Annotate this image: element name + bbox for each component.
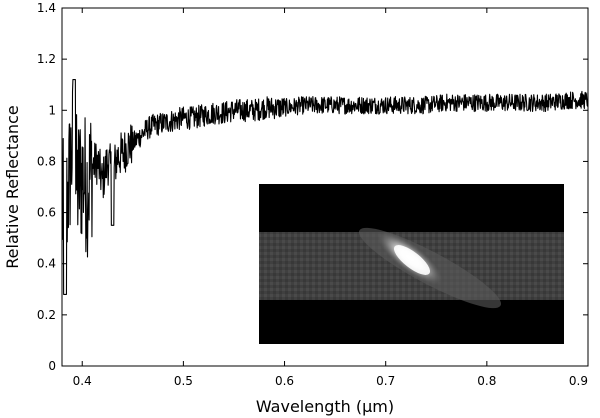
y-tick-label: 0	[48, 359, 56, 373]
x-tick-label: 0.8	[477, 374, 496, 388]
spectrum-series-line	[62, 79, 588, 295]
y-tick-label: 1.4	[37, 1, 56, 15]
x-tick-label: 0.6	[275, 374, 294, 388]
y-axis: 0 0.2 0.4 0.6 0.8 1 1.2 1.4	[37, 1, 588, 373]
x-tick-label: 0.9	[569, 374, 588, 388]
y-tick-label: 0.8	[37, 154, 56, 168]
y-tick-label: 1	[48, 103, 56, 117]
x-tick-label: 0.7	[376, 374, 395, 388]
x-axis: 0.4 0.5 0.6 0.7 0.8 0.9	[73, 8, 589, 388]
y-tick-label: 0.6	[37, 206, 56, 220]
x-tick-label: 0.5	[174, 374, 193, 388]
y-axis-title: Relative Reflectance	[3, 105, 22, 268]
x-tick-label: 0.4	[73, 374, 92, 388]
inset-ccd-image	[259, 184, 564, 344]
y-tick-label: 1.2	[37, 52, 56, 66]
y-tick-label: 0.2	[37, 308, 56, 322]
x-axis-title: Wavelength (µm)	[256, 397, 394, 416]
y-tick-label: 0.4	[37, 257, 56, 271]
